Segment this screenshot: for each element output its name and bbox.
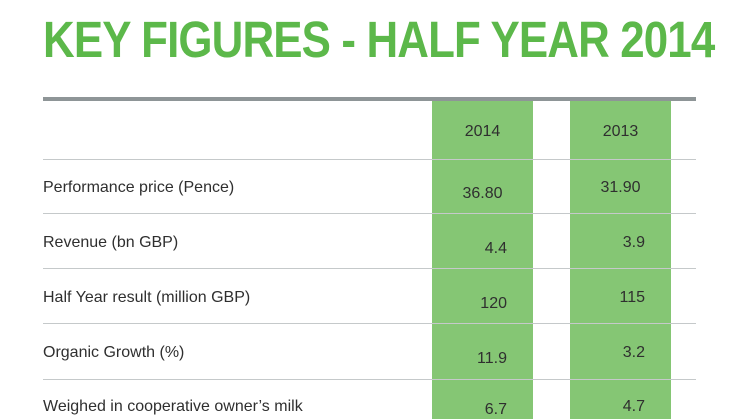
row-divider	[43, 268, 696, 269]
cell-half-year-result-2014: 120	[480, 295, 507, 312]
page-title: KEY FIGURES - HALF YEAR 2014	[43, 11, 715, 68]
column-header-2014: 2014	[464, 123, 501, 140]
cell-weighed-in-milk-2014: 6.7	[484, 401, 507, 418]
row-label-weighed-in-milk: Weighed in cooperative owner’s milk	[43, 398, 303, 415]
row-divider	[43, 213, 696, 214]
cell-performance-price-2014: 36.80	[462, 185, 503, 202]
row-divider	[43, 323, 696, 324]
cell-revenue-2014: 4.4	[484, 240, 507, 257]
column-highlight-2013	[570, 101, 671, 419]
cell-performance-price-2013: 31.90	[600, 179, 641, 196]
cell-weighed-in-milk-2013: 4.7	[622, 398, 645, 415]
cell-revenue-2013: 3.9	[622, 234, 645, 251]
row-divider	[43, 379, 696, 380]
table-top-rule	[43, 97, 696, 101]
row-label-half-year-result: Half Year result (million GBP)	[43, 289, 251, 306]
cell-organic-growth-2013: 3.2	[622, 344, 645, 361]
row-label-organic-growth: Organic Growth (%)	[43, 344, 185, 361]
row-label-revenue: Revenue (bn GBP)	[43, 234, 179, 251]
row-label-performance-price: Performance price (Pence)	[43, 179, 235, 196]
row-divider	[43, 159, 696, 160]
cell-half-year-result-2013: 115	[619, 289, 645, 306]
column-header-2013: 2013	[602, 123, 639, 140]
cell-organic-growth-2014: 11.9	[477, 350, 507, 367]
column-highlight-2014	[432, 101, 533, 419]
